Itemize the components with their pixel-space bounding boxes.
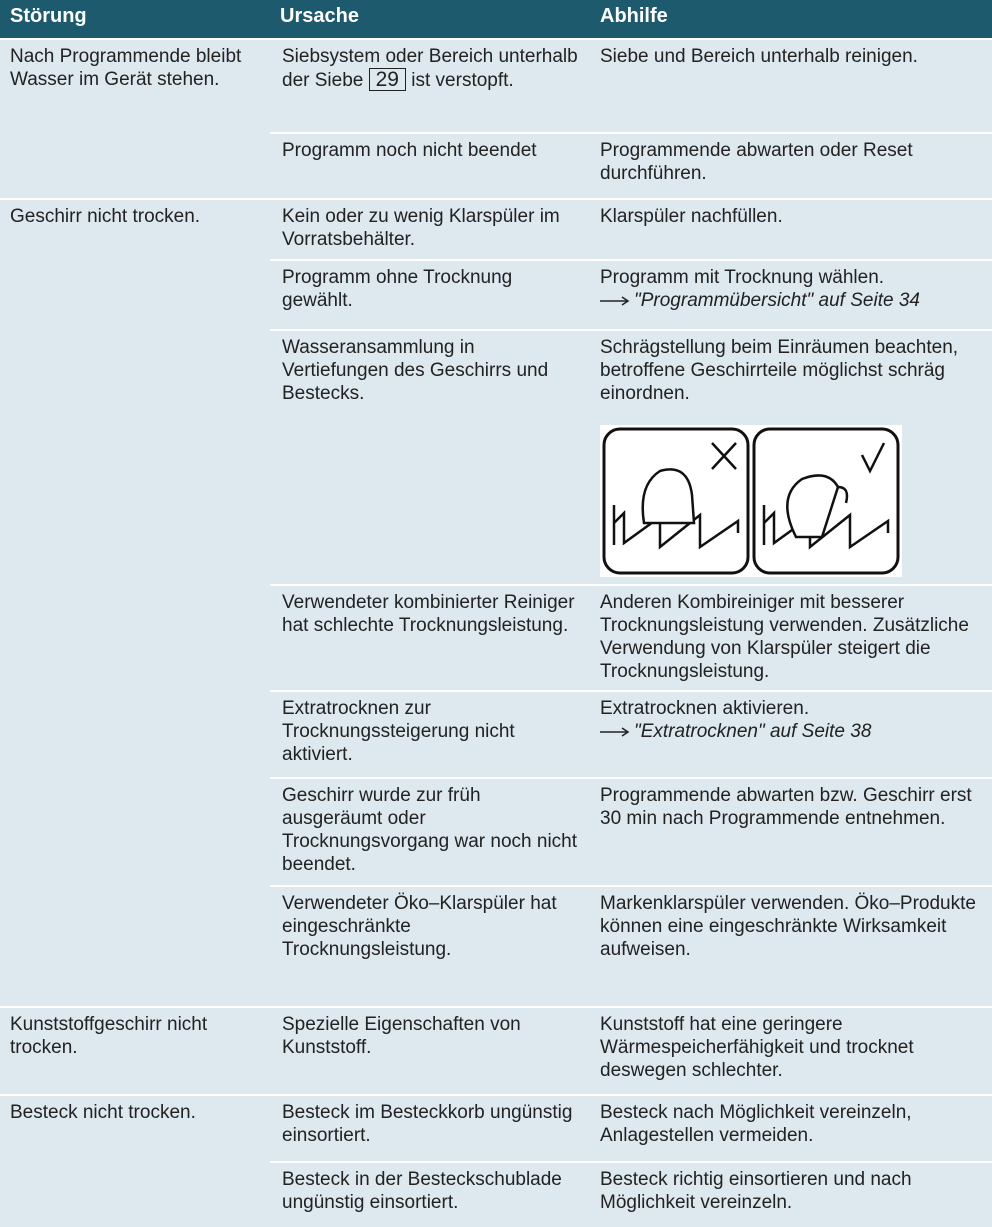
- remedy: Programmende abwarten bzw. Geschirr erst…: [590, 777, 992, 886]
- remedy: Kunststoff hat eine geringere Wärmespeic…: [590, 1006, 992, 1095]
- header-cell: Ursache: [270, 0, 590, 39]
- link-text: "Programmübersicht" auf Seite 34: [634, 290, 920, 311]
- row: Programm ohne Trocknung gewählt. Program…: [0, 259, 992, 330]
- cause: Programm ohne Trocknung gewählt.: [270, 259, 590, 330]
- remedy-text: Schrägstellung beim Einräumen beachten, …: [600, 337, 959, 404]
- row: Besteck nicht trocken. Besteck im Bestec…: [0, 1094, 992, 1227]
- cause: Geschirr wurde zur früh ausgeräumt oder …: [270, 777, 590, 886]
- remedy: Programmende abwarten oder Reset durchfü…: [590, 132, 992, 199]
- row: Besteck in der Besteckschublade ungünsti…: [0, 1161, 992, 1227]
- illustration: [600, 425, 902, 577]
- cause-text: ist verstopft.: [411, 70, 514, 91]
- row: Geschirr nicht trocken. Kein oder zu wen…: [0, 198, 992, 1007]
- cross-reference: "Programmübersicht" auf Seite 34: [600, 290, 920, 311]
- remedy: Markenklarspüler verwenden. Öko–Produkte…: [590, 885, 992, 1007]
- cause: Besteck in der Besteckschublade ungünsti…: [270, 1161, 590, 1227]
- link-text: "Extratrocknen" auf Seite 38: [634, 721, 872, 742]
- remedy: Besteck nach Möglichkeit vereinzeln, Anl…: [590, 1094, 992, 1162]
- cause: Wasseransammlung in Vertiefungen des Ges…: [270, 329, 590, 585]
- cause: Programm noch nicht beendet: [270, 132, 590, 199]
- header-row: Störung Ursache Abhilfe: [0, 0, 992, 39]
- remedy: Anderen Kombireiniger mit besserer Trock…: [590, 584, 992, 691]
- fault: Kunststoffgeschirr nicht trocken.: [0, 1006, 270, 1095]
- row: Verwendeter kombinierter Reiniger hat sc…: [0, 584, 992, 691]
- header-cell: Störung: [0, 0, 270, 39]
- cross-reference: "Extratrocknen" auf Seite 38: [600, 721, 871, 742]
- arrow-icon: [600, 727, 630, 737]
- reference: 29: [368, 68, 406, 91]
- cause: Verwendeter kombinierter Reiniger hat sc…: [270, 584, 590, 691]
- arrow-icon: [600, 296, 630, 306]
- row: Geschirr wurde zur früh ausgeräumt oder …: [0, 777, 992, 886]
- remedy: Klarspüler nachfüllen.: [590, 198, 992, 260]
- remedy: Schrägstellung beim Einräumen beachten, …: [590, 329, 992, 585]
- fault: Nach Programmende bleibt Wasser im Gerät…: [0, 38, 270, 199]
- remedy-text: Programm mit Trocknung wählen.: [600, 267, 885, 288]
- row: Verwendeter Öko–Klarspüler hat eingeschr…: [0, 885, 992, 1007]
- remedy-text: Extratrocknen aktivieren.: [600, 698, 810, 719]
- cause-text: Siebsystem oder Bereich unterhalb der Si…: [282, 46, 578, 91]
- cause: Kein oder zu wenig Klarspüler im Vorrats…: [270, 198, 590, 260]
- remedy: Programm mit Trocknung wählen. "Programmü…: [590, 259, 992, 330]
- remedy: Siebe und Bereich unterhalb reinigen.: [590, 38, 992, 133]
- remedy: Extratrocknen aktivieren. "Extratrocknen"…: [590, 690, 992, 778]
- header-cell: Abhilfe: [590, 0, 992, 39]
- row: Extratrocknen zur Trocknungssteigerung n…: [0, 690, 992, 778]
- fault: Geschirr nicht trocken.: [0, 198, 270, 1007]
- cause: Spezielle Eigenschaften von Kunststoff.: [270, 1006, 590, 1095]
- cause: Besteck im Besteckkorb ungünstig einsort…: [270, 1094, 590, 1162]
- cause: Extratrocknen zur Trocknungssteigerung n…: [270, 690, 590, 778]
- row: Kunststoffgeschirr nicht trocken. Spezie…: [0, 1006, 992, 1095]
- fault: Besteck nicht trocken.: [0, 1094, 270, 1227]
- row: Programm noch nicht beendet Programmende…: [0, 132, 992, 199]
- cause: Verwendeter Öko–Klarspüler hat eingeschr…: [270, 885, 590, 1007]
- cause: Siebsystem oder Bereich unterhalb der Si…: [270, 38, 590, 133]
- remedy: Besteck richtig einsortieren und nach Mö…: [590, 1161, 992, 1227]
- row: Nach Programmende bleibt Wasser im Gerät…: [0, 38, 992, 199]
- row: Wasseransammlung in Vertiefungen des Ges…: [0, 329, 992, 585]
